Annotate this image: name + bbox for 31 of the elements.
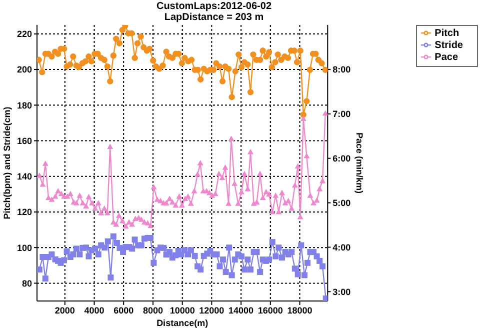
y-tick-label: 120 (16, 207, 32, 218)
x-tick-label: 6000 (114, 305, 134, 316)
legend-label: Pitch (434, 28, 460, 39)
x-tick-label: 18000 (287, 305, 312, 316)
y2-tick-label: 7:00 (332, 109, 351, 120)
x-tick-label: 12000 (199, 305, 224, 316)
y-tick-label: 200 (16, 64, 32, 75)
x-tick-label: 16000 (258, 305, 283, 316)
y-axis-title: Pitch(bpm) and Stride(cm) (2, 106, 12, 220)
chart-subtitle: LapDistance = 203 m (163, 12, 265, 23)
x-tick-label: 10000 (170, 305, 195, 316)
x-tick-label: 8000 (142, 305, 163, 316)
y-tick-label: 220 (16, 29, 32, 40)
x-axis-title: Distance(m) (156, 318, 208, 328)
y2-tick-label: 8:00 (332, 64, 351, 75)
chart-title: CustomLaps:2012-06-02 (155, 1, 273, 12)
y2-tick-label: 6:00 (332, 154, 351, 164)
y2-tick-label: 3:00 (332, 286, 351, 297)
x-tick-label: 14000 (228, 305, 254, 316)
y2-tick-label: 5:00 (332, 198, 351, 208)
y-tick-label: 180 (16, 100, 32, 110)
y-tick-label: 140 (16, 172, 32, 182)
x-tick-label: 2000 (54, 305, 75, 316)
y-tick-label: 160 (16, 136, 32, 146)
y2-tick-label: 4:00 (332, 242, 351, 252)
x-tick-label: 4000 (84, 305, 104, 316)
y-tick-label: 100 (16, 242, 32, 253)
y-tick-label: 80 (22, 278, 32, 288)
y2-axis-title: Pace (min/km) (354, 132, 364, 194)
legend-label: Pace (434, 52, 458, 63)
legend-label: Stride (434, 40, 463, 51)
